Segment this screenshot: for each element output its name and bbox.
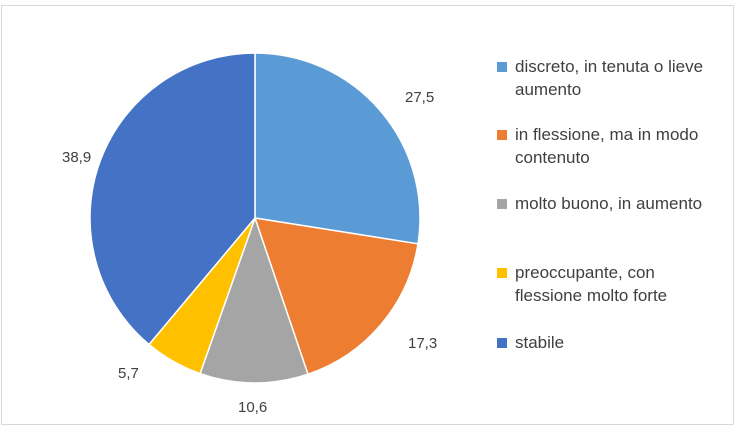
- legend-label-stabile: stabile: [515, 333, 565, 352]
- value-label-discreto: 27,5: [405, 89, 434, 106]
- legend-item-discreto: discreto, in tenuta o lieve aumento: [497, 55, 725, 101]
- value-label-molto-buono: 10,6: [238, 399, 267, 416]
- value-label-preoccupante: 5,7: [118, 365, 139, 382]
- pie-slice-molto-buono: [199, 215, 309, 384]
- legend-label-discreto: discreto, in tenuta o lieve aumento: [515, 57, 704, 99]
- pie-slice-in-flessione: [253, 217, 419, 376]
- legend-item-stabile: stabile: [497, 331, 725, 354]
- legend-swatch-discreto: [497, 62, 507, 72]
- pie-value-labels: 27,5 17,3 10,6 5,7 38,9: [62, 89, 437, 416]
- legend-item-preoccupante: preoccupante, con flessione molto forte: [497, 261, 725, 307]
- legend-swatch-preoccupante: [497, 268, 507, 278]
- value-label-in-flessione: 17,3: [408, 335, 437, 352]
- legend-swatch-molto-buono: [497, 199, 507, 209]
- pie-slice-discreto: [254, 52, 421, 245]
- legend-label-in-flessione: in flessione, ma in modo contenuto: [515, 125, 699, 167]
- value-label-stabile: 38,9: [62, 149, 91, 166]
- legend-label-preoccupante: preoccupante, con flessione molto forte: [515, 263, 668, 305]
- legend-item-molto-buono: molto buono, in aumento: [497, 192, 725, 215]
- pie-slices: [89, 52, 421, 384]
- pie-slice-stabile: [89, 52, 256, 346]
- legend-item-in-flessione: in flessione, ma in modo contenuto: [497, 123, 725, 169]
- legend-swatch-in-flessione: [497, 130, 507, 140]
- legend-swatch-stabile: [497, 338, 507, 348]
- legend-label-molto-buono: molto buono, in aumento: [515, 194, 703, 213]
